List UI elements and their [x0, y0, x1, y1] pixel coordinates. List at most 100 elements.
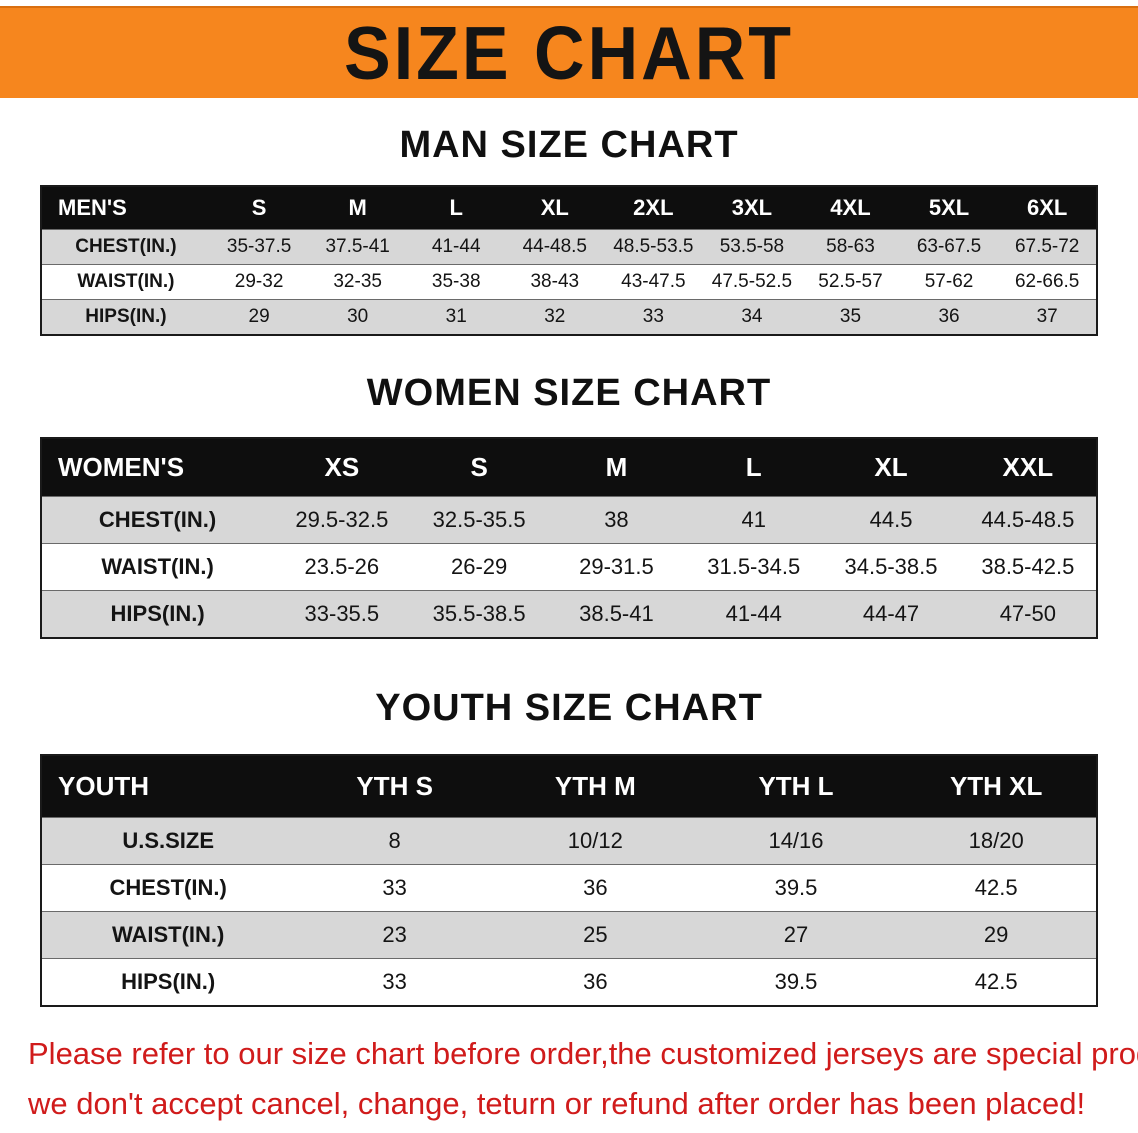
table-row: CHEST(IN.) 29.5-32.5 32.5-35.5 38 41 44.5 44.5…	[41, 496, 1097, 544]
size-value-cell: 53.5-58	[702, 229, 802, 265]
table-row: WAIST(IN.) 23.5-26 26-29 29-31.5 31.5-34.5 34…	[41, 543, 1097, 591]
size-value-cell: 42.5	[896, 864, 1097, 912]
row-label-cell: HIPS(IN.)	[41, 958, 295, 1006]
size-value-cell: 37	[998, 299, 1097, 335]
size-value-cell: 39.5	[695, 864, 897, 912]
size-value-cell: 47.5-52.5	[702, 264, 802, 300]
size-column-header: S	[209, 186, 309, 230]
row-label-cell: CHEST(IN.)	[41, 864, 295, 912]
section-youth: YOUTH SIZE CHART YOUTH YTH S YTH M YTH L YTH…	[0, 687, 1138, 1007]
table-header-row: MEN'S S M L XL 2XL 3XL 4XL 5XL 6XL	[41, 186, 1097, 230]
table-row: CHEST(IN.) 33 36 39.5 42.5	[41, 864, 1097, 912]
size-value-cell: 30	[308, 299, 407, 335]
section-men: MAN SIZE CHART MEN'S S M L XL 2XL 3XL 4XL 5XL 6XL…	[0, 124, 1138, 336]
youth-size-table: YOUTH YTH S YTH M YTH L YTH XL U.S.SIZE 8 10/12…	[40, 754, 1098, 1007]
size-value-cell: 29-31.5	[547, 543, 686, 591]
table-row: HIPS(IN.) 33-35.5 35.5-38.5 38.5-41 41-44 44-…	[41, 590, 1097, 638]
size-value-cell: 33-35.5	[273, 590, 411, 638]
table-row: CHEST(IN.) 35-37.5 37.5-41 41-44 44-48.5 48.5…	[41, 229, 1097, 265]
size-value-cell: 35	[801, 299, 900, 335]
size-value-cell: 33	[604, 299, 703, 335]
page-title: SIZE CHART	[344, 10, 794, 96]
size-value-cell: 29-32	[209, 264, 309, 300]
disclaimer: Please refer to our size chart before or…	[0, 1033, 1138, 1125]
size-column-header: 2XL	[604, 186, 703, 230]
size-value-cell: 14/16	[695, 817, 897, 865]
size-value-cell: 47-50	[959, 590, 1097, 638]
size-value-cell: 29	[896, 911, 1097, 959]
size-value-cell: 23	[294, 911, 495, 959]
row-label-cell: HIPS(IN.)	[41, 299, 210, 335]
size-column-header: XL	[822, 438, 960, 497]
size-value-cell: 57-62	[899, 264, 999, 300]
row-label-cell: WAIST(IN.)	[41, 911, 295, 959]
size-value-cell: 23.5-26	[273, 543, 411, 591]
disclaimer-line-2: we don't accept cancel, change, teturn o…	[28, 1085, 1086, 1121]
youth-section-heading: YOUTH SIZE CHART	[375, 687, 763, 729]
size-value-cell: 33	[294, 864, 495, 912]
size-value-cell: 48.5-53.5	[604, 229, 703, 265]
size-value-cell: 63-67.5	[899, 229, 999, 265]
disclaimer-line-1: Please refer to our size chart before or…	[28, 1036, 1138, 1071]
size-value-cell: 38-43	[505, 264, 605, 300]
size-value-cell: 31.5-34.5	[685, 543, 823, 591]
row-label-cell: U.S.SIZE	[41, 817, 295, 865]
size-value-cell: 35-37.5	[209, 229, 309, 265]
table-row: WAIST(IN.) 29-32 32-35 35-38 38-43 43-47.5 47.…	[41, 264, 1097, 300]
size-value-cell: 67.5-72	[998, 229, 1097, 265]
size-value-cell: 44.5	[822, 496, 960, 544]
size-column-header: XS	[273, 438, 411, 497]
men-section-heading: MAN SIZE CHART	[399, 124, 739, 166]
table-header-row: WOMEN'S XS S M L XL XXL	[41, 438, 1097, 497]
size-value-cell: 26-29	[410, 543, 548, 591]
size-value-cell: 42.5	[896, 958, 1097, 1006]
row-label-cell: WAIST(IN.)	[41, 543, 274, 591]
size-column-header: 4XL	[801, 186, 900, 230]
size-value-cell: 32.5-35.5	[410, 496, 548, 544]
table-title-cell: WOMEN'S	[41, 438, 274, 497]
size-column-header: 6XL	[998, 186, 1097, 230]
size-value-cell: 52.5-57	[801, 264, 900, 300]
table-title-cell: MEN'S	[41, 186, 210, 230]
table-row: HIPS(IN.) 29 30 31 32 33 34 35 36 37	[41, 299, 1097, 335]
size-value-cell: 35.5-38.5	[410, 590, 548, 638]
row-label-cell: HIPS(IN.)	[41, 590, 274, 638]
size-value-cell: 8	[294, 817, 495, 865]
size-value-cell: 34	[702, 299, 802, 335]
size-column-header: L	[685, 438, 823, 497]
size-value-cell: 41-44	[685, 590, 823, 638]
size-value-cell: 44-48.5	[505, 229, 605, 265]
size-value-cell: 35-38	[406, 264, 506, 300]
size-value-cell: 10/12	[494, 817, 696, 865]
size-column-header: XXL	[959, 438, 1097, 497]
size-column-header: 3XL	[702, 186, 802, 230]
table-row: HIPS(IN.) 33 36 39.5 42.5	[41, 958, 1097, 1006]
size-value-cell: 58-63	[801, 229, 900, 265]
table-title-cell: YOUTH	[41, 755, 295, 818]
size-column-header: YTH S	[294, 755, 495, 818]
row-label-cell: WAIST(IN.)	[41, 264, 210, 300]
table-row: U.S.SIZE 8 10/12 14/16 18/20	[41, 817, 1097, 865]
size-value-cell: 31	[406, 299, 506, 335]
table-row: WAIST(IN.) 23 25 27 29	[41, 911, 1097, 959]
size-value-cell: 43-47.5	[604, 264, 703, 300]
row-label-cell: CHEST(IN.)	[41, 229, 210, 265]
size-value-cell: 38.5-42.5	[959, 543, 1097, 591]
banner: SIZE CHART	[0, 6, 1138, 98]
size-value-cell: 39.5	[695, 958, 897, 1006]
size-value-cell: 33	[294, 958, 495, 1006]
size-value-cell: 44-47	[822, 590, 960, 638]
size-value-cell: 29.5-32.5	[273, 496, 411, 544]
size-column-header: YTH M	[494, 755, 696, 818]
size-value-cell: 18/20	[896, 817, 1097, 865]
size-value-cell: 36	[494, 864, 696, 912]
row-label-cell: CHEST(IN.)	[41, 496, 274, 544]
size-value-cell: 38	[547, 496, 686, 544]
size-value-cell: 36	[899, 299, 999, 335]
size-value-cell: 41-44	[406, 229, 506, 265]
size-value-cell: 27	[695, 911, 897, 959]
table-header-row: YOUTH YTH S YTH M YTH L YTH XL	[41, 755, 1097, 818]
size-column-header: XL	[505, 186, 605, 230]
size-value-cell: 41	[685, 496, 823, 544]
